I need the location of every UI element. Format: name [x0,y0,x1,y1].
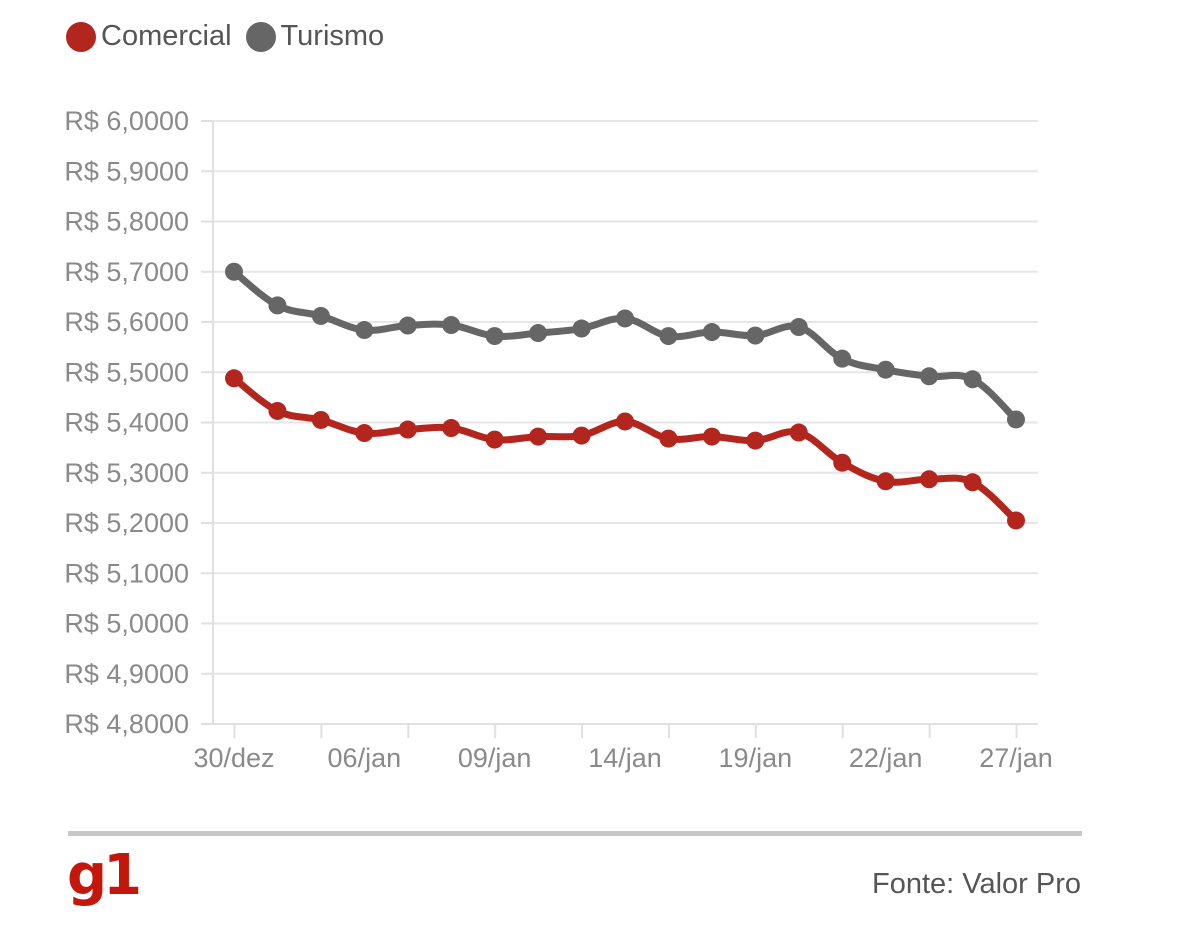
y-tick-label: R$ 6,0000 [64,106,189,136]
data-point-comercial [920,470,939,489]
data-point-comercial [789,423,808,442]
data-point-comercial [529,427,548,446]
grid-lines [213,120,1038,675]
x-axis-tick-labels: 30/dez 06/jan 09/jan 14/jan 19/jan 22/jan 27/j… [193,743,1052,773]
data-point-turismo [746,326,765,345]
data-point-turismo [963,370,982,389]
chart-legend: Comercial Turismo [66,20,398,53]
data-point-comercial [311,410,330,429]
y-tick-label: R$ 5,9000 [64,156,189,186]
data-point-comercial [963,473,982,492]
y-tick-label: R$ 4,9000 [64,659,189,689]
data-point-turismo [398,316,417,335]
data-point-turismo [442,316,461,335]
y-tick-label: R$ 5,0000 [64,609,189,639]
data-point-comercial [616,412,634,431]
data-point-comercial [876,472,895,491]
data-point-comercial [398,420,417,439]
data-point-comercial [659,429,678,448]
x-tick-label: 22/jan [849,743,923,773]
data-point-turismo [789,318,808,337]
x-tick-label: 27/jan [979,743,1053,773]
y-tick-label: R$ 4,8000 [64,709,189,739]
footer-divider [68,831,1082,836]
data-point-turismo [485,327,504,346]
legend-item-turismo: Turismo [245,20,385,53]
series-lines [225,262,1025,530]
data-point-comercial [355,424,374,443]
axes [201,120,1038,738]
series-turismo [225,262,1025,429]
data-point-turismo [702,323,721,342]
y-tick-label: R$ 5,4000 [64,408,189,438]
data-point-turismo [833,349,852,368]
data-point-turismo [225,262,243,281]
legend-swatch-comercial [66,21,96,52]
y-tick-label: R$ 5,6000 [64,307,189,337]
data-point-comercial [833,453,852,472]
y-tick-label: R$ 5,2000 [64,508,189,538]
data-point-comercial [1007,511,1025,530]
data-point-turismo [355,321,374,340]
series-line-turismo [230,268,1020,423]
data-point-turismo [311,306,330,325]
data-point-turismo [920,367,939,386]
y-tick-label: R$ 5,3000 [64,458,189,488]
data-point-comercial [442,419,461,438]
x-tick-label: 09/jan [458,743,532,773]
x-tick-label: 14/jan [588,743,662,773]
data-point-turismo [529,324,548,343]
y-tick-label: R$ 5,5000 [64,357,189,387]
y-tick-label: R$ 5,7000 [64,257,189,287]
g1-logo: g1 [67,843,142,908]
data-point-turismo [572,319,591,338]
data-point-turismo [1007,410,1025,429]
series-comercial [225,369,1025,530]
x-tick-label: 06/jan [328,743,402,773]
series-line-comercial [230,374,1020,524]
source-note: Fonte: Valor Pro [871,868,1081,900]
data-point-comercial [225,369,243,388]
y-tick-label: R$ 5,1000 [64,558,189,588]
line-chart: R$ 4,8000 R$ 4,9000 R$ 5,0000 R$ 5,1000 R$ 5… [64,106,1052,773]
data-point-comercial [268,401,287,420]
data-point-turismo [876,360,895,379]
data-point-turismo [268,296,287,315]
data-point-turismo [659,327,678,346]
y-tick-label: R$ 5,8000 [64,207,189,237]
x-tick-label: 19/jan [719,743,793,773]
data-point-comercial [572,426,591,445]
legend-label-comercial: Comercial [101,20,232,52]
legend-item-comercial: Comercial [66,20,232,53]
y-axis-tick-labels: R$ 4,8000 R$ 4,9000 R$ 5,0000 R$ 5,1000 R$ 5… [64,106,189,739]
data-point-comercial [702,427,721,446]
x-tick-label: 30/dez [193,743,274,773]
data-point-comercial [746,431,765,450]
legend-swatch-turismo [245,21,276,52]
data-point-comercial [485,430,504,449]
data-point-turismo [616,309,634,328]
legend-label-turismo: Turismo [280,20,385,52]
